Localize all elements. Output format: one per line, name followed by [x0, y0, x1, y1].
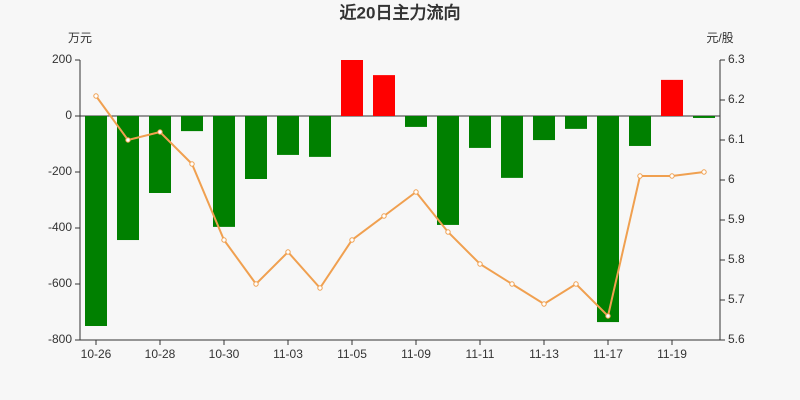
bar: [437, 116, 459, 225]
y2-tick-label: 5.9: [728, 212, 745, 226]
y2-tick-label: 6.3: [728, 52, 745, 66]
y-tick-label: -800: [48, 332, 72, 346]
chart-title: 近20日主力流向: [340, 2, 461, 22]
bar: [277, 116, 299, 155]
price-point: [157, 129, 163, 135]
bar: [405, 116, 427, 127]
price-point: [125, 137, 131, 143]
price-point: [381, 213, 387, 219]
price-point: [605, 313, 611, 319]
x-tick-label: 11-09: [401, 347, 431, 361]
price-line: [95, 95, 705, 318]
x-tick-label: 11-13: [529, 347, 559, 361]
price-point: [93, 93, 99, 99]
price-point: [253, 281, 259, 287]
bar: [469, 116, 491, 148]
bar: [149, 116, 171, 193]
x-tick-label: 11-05: [337, 347, 367, 361]
price-point: [317, 285, 323, 291]
x-tick-label: 11-19: [657, 347, 687, 361]
bar: [533, 116, 555, 141]
price-point: [349, 237, 355, 243]
y2-tick-label: 5.7: [728, 292, 745, 306]
bar: [373, 75, 395, 116]
y-axis-label: 万元: [68, 31, 92, 45]
bar: [693, 116, 715, 118]
price-point: [701, 169, 707, 175]
price-point: [477, 261, 483, 267]
y2-tick-label: 5.8: [728, 252, 745, 266]
x-tick-label: 11-11: [466, 347, 495, 361]
bar: [309, 116, 331, 157]
bar: [501, 116, 523, 178]
bar: [629, 116, 651, 146]
y2-tick-label: 6: [728, 172, 735, 186]
y2-tick-label: 6.1: [728, 132, 745, 146]
y2-tick-label: 6.2: [728, 92, 745, 106]
price-point: [413, 189, 419, 195]
bar: [213, 116, 235, 227]
price-point: [445, 229, 451, 235]
bar: [85, 116, 107, 326]
y-tick-label: -600: [48, 276, 72, 290]
y-tick-label: -400: [48, 220, 72, 234]
x-tick-label: 11-17: [593, 347, 623, 361]
bar: [661, 79, 683, 116]
price-point: [509, 281, 515, 287]
price-point: [637, 173, 643, 179]
price-point: [189, 161, 195, 167]
bar: [565, 116, 587, 129]
price-point: [669, 173, 675, 179]
y-tick-label: 200: [52, 52, 72, 66]
bar: [597, 116, 619, 323]
bar: [181, 116, 203, 132]
y2-axis-label: 元/股: [706, 31, 733, 45]
bar: [117, 116, 139, 241]
x-tick-label: 11-03: [273, 347, 303, 361]
y-tick-label: 0: [65, 108, 72, 122]
y-tick-label: -200: [48, 164, 72, 178]
bar: [341, 60, 363, 116]
x-tick-label: 10-26: [81, 347, 112, 361]
price-point: [541, 301, 547, 307]
price-point: [285, 249, 291, 255]
x-tick-label: 10-28: [145, 347, 176, 361]
price-point: [573, 281, 579, 287]
price-point: [221, 237, 227, 243]
bar: [245, 116, 267, 179]
y2-tick-label: 5.6: [728, 332, 745, 346]
x-tick-label: 10-30: [209, 347, 240, 361]
